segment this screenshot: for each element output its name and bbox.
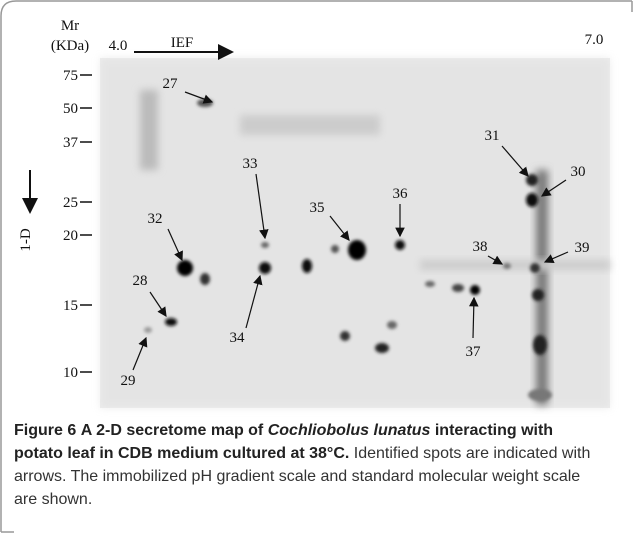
spot-arrow xyxy=(167,228,183,262)
mr-tick-label: 25 xyxy=(63,195,78,211)
spot-arrow xyxy=(149,291,167,317)
caption-title-end: interacting with potato leaf in CDB medi… xyxy=(14,422,554,462)
mr-tick-label: 20 xyxy=(63,228,78,244)
spot-arrow xyxy=(541,179,567,197)
ief-label: IEF xyxy=(171,35,194,51)
spot-arrow xyxy=(184,91,214,104)
spot-label: 27 xyxy=(163,76,179,92)
spot-arrow xyxy=(487,255,504,265)
mr-tick-label: 10 xyxy=(63,365,78,381)
spot-label: 30 xyxy=(571,164,586,180)
spot-label: 39 xyxy=(575,240,590,256)
spot-labels: 27 31 30 33 36 35 32 38 39 28 34 37 29 xyxy=(121,76,590,389)
mr-tick-label: 50 xyxy=(63,101,78,117)
caption-organism: Cochliobolus lunatus xyxy=(267,422,431,439)
spot-label: 36 xyxy=(393,186,409,202)
mr-label: Mr xyxy=(61,18,79,34)
spot-arrow xyxy=(468,296,479,339)
spot-arrow xyxy=(501,145,529,177)
spot-arrow xyxy=(543,251,569,264)
ph-end: 7.0 xyxy=(585,32,604,48)
spot-label: 34 xyxy=(230,330,246,346)
mr-tick-label: 15 xyxy=(63,298,78,314)
spot-label: 29 xyxy=(121,373,136,389)
caption-text: Identified spots are indicated with arro… xyxy=(14,445,591,508)
caption-label: Figure 6 xyxy=(14,422,77,439)
spot-arrow xyxy=(132,336,148,371)
spot-label: 31 xyxy=(485,128,500,144)
mr-tick-label: 75 xyxy=(63,68,78,84)
spot-arrow xyxy=(255,173,269,240)
mr-unit: (KDa) xyxy=(51,38,89,54)
caption: Figure 6 A 2-D secretome map of Cochliob… xyxy=(14,419,604,511)
mr-tick-label: 37 xyxy=(63,135,79,151)
caption-title: A 2-D secretome map of xyxy=(80,422,264,439)
axes: Mr (KDa) 4.0 7.0 IEF 1-D xyxy=(18,18,603,252)
spot-label: 28 xyxy=(133,273,148,289)
spot-label: 33 xyxy=(243,156,258,172)
spot-label: 37 xyxy=(466,344,482,360)
spot-arrow xyxy=(329,215,350,241)
spot-label: 35 xyxy=(310,200,325,216)
gel xyxy=(100,58,610,408)
spot-label: 38 xyxy=(473,239,488,255)
mr-ticks: 75 50 37 25 20 15 10 xyxy=(63,68,92,381)
ph-start: 4.0 xyxy=(109,38,128,54)
spot-arrow xyxy=(245,274,263,329)
spot-label: 32 xyxy=(148,211,163,227)
second-dim-label: 1-D xyxy=(18,228,34,251)
